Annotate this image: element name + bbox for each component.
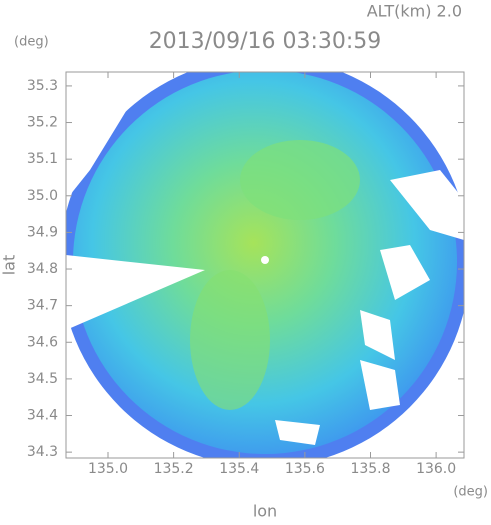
y-unit: (deg) xyxy=(14,35,49,50)
y-tick-label: 34.9 xyxy=(27,224,58,240)
y-tick-label: 34.4 xyxy=(27,408,58,424)
y-tick-label: 35.0 xyxy=(27,188,58,204)
x-tick-label: 135.8 xyxy=(350,461,390,477)
x-tick-label: 135.0 xyxy=(88,461,128,477)
y-tick-label: 34.7 xyxy=(27,298,58,314)
x-tick-label: 136.0 xyxy=(416,461,456,477)
x-tick-label: 135.4 xyxy=(219,461,259,477)
y-tick-label: 35.3 xyxy=(27,78,58,94)
y-tick-label: 34.8 xyxy=(27,261,58,277)
plot-frame xyxy=(65,71,465,459)
y-tick-label: 35.1 xyxy=(27,151,58,167)
y-tick-label: 34.5 xyxy=(27,371,58,387)
x-unit: (deg) xyxy=(453,485,488,500)
x-tick-label: 135.6 xyxy=(285,461,325,477)
y-tick-label: 34.3 xyxy=(27,444,58,460)
radar-echo xyxy=(66,72,464,458)
x-axis-label: lon xyxy=(253,502,277,521)
chart-title: 2013/09/16 03:30:59 xyxy=(149,29,382,54)
y-tick-label: 34.6 xyxy=(27,334,58,350)
y-axis-label: lat xyxy=(0,255,19,276)
y-tick-label: 35.2 xyxy=(27,115,58,131)
header: ALT(km) 2.0 xyxy=(367,2,462,21)
x-tick-label: 135.2 xyxy=(154,461,194,477)
